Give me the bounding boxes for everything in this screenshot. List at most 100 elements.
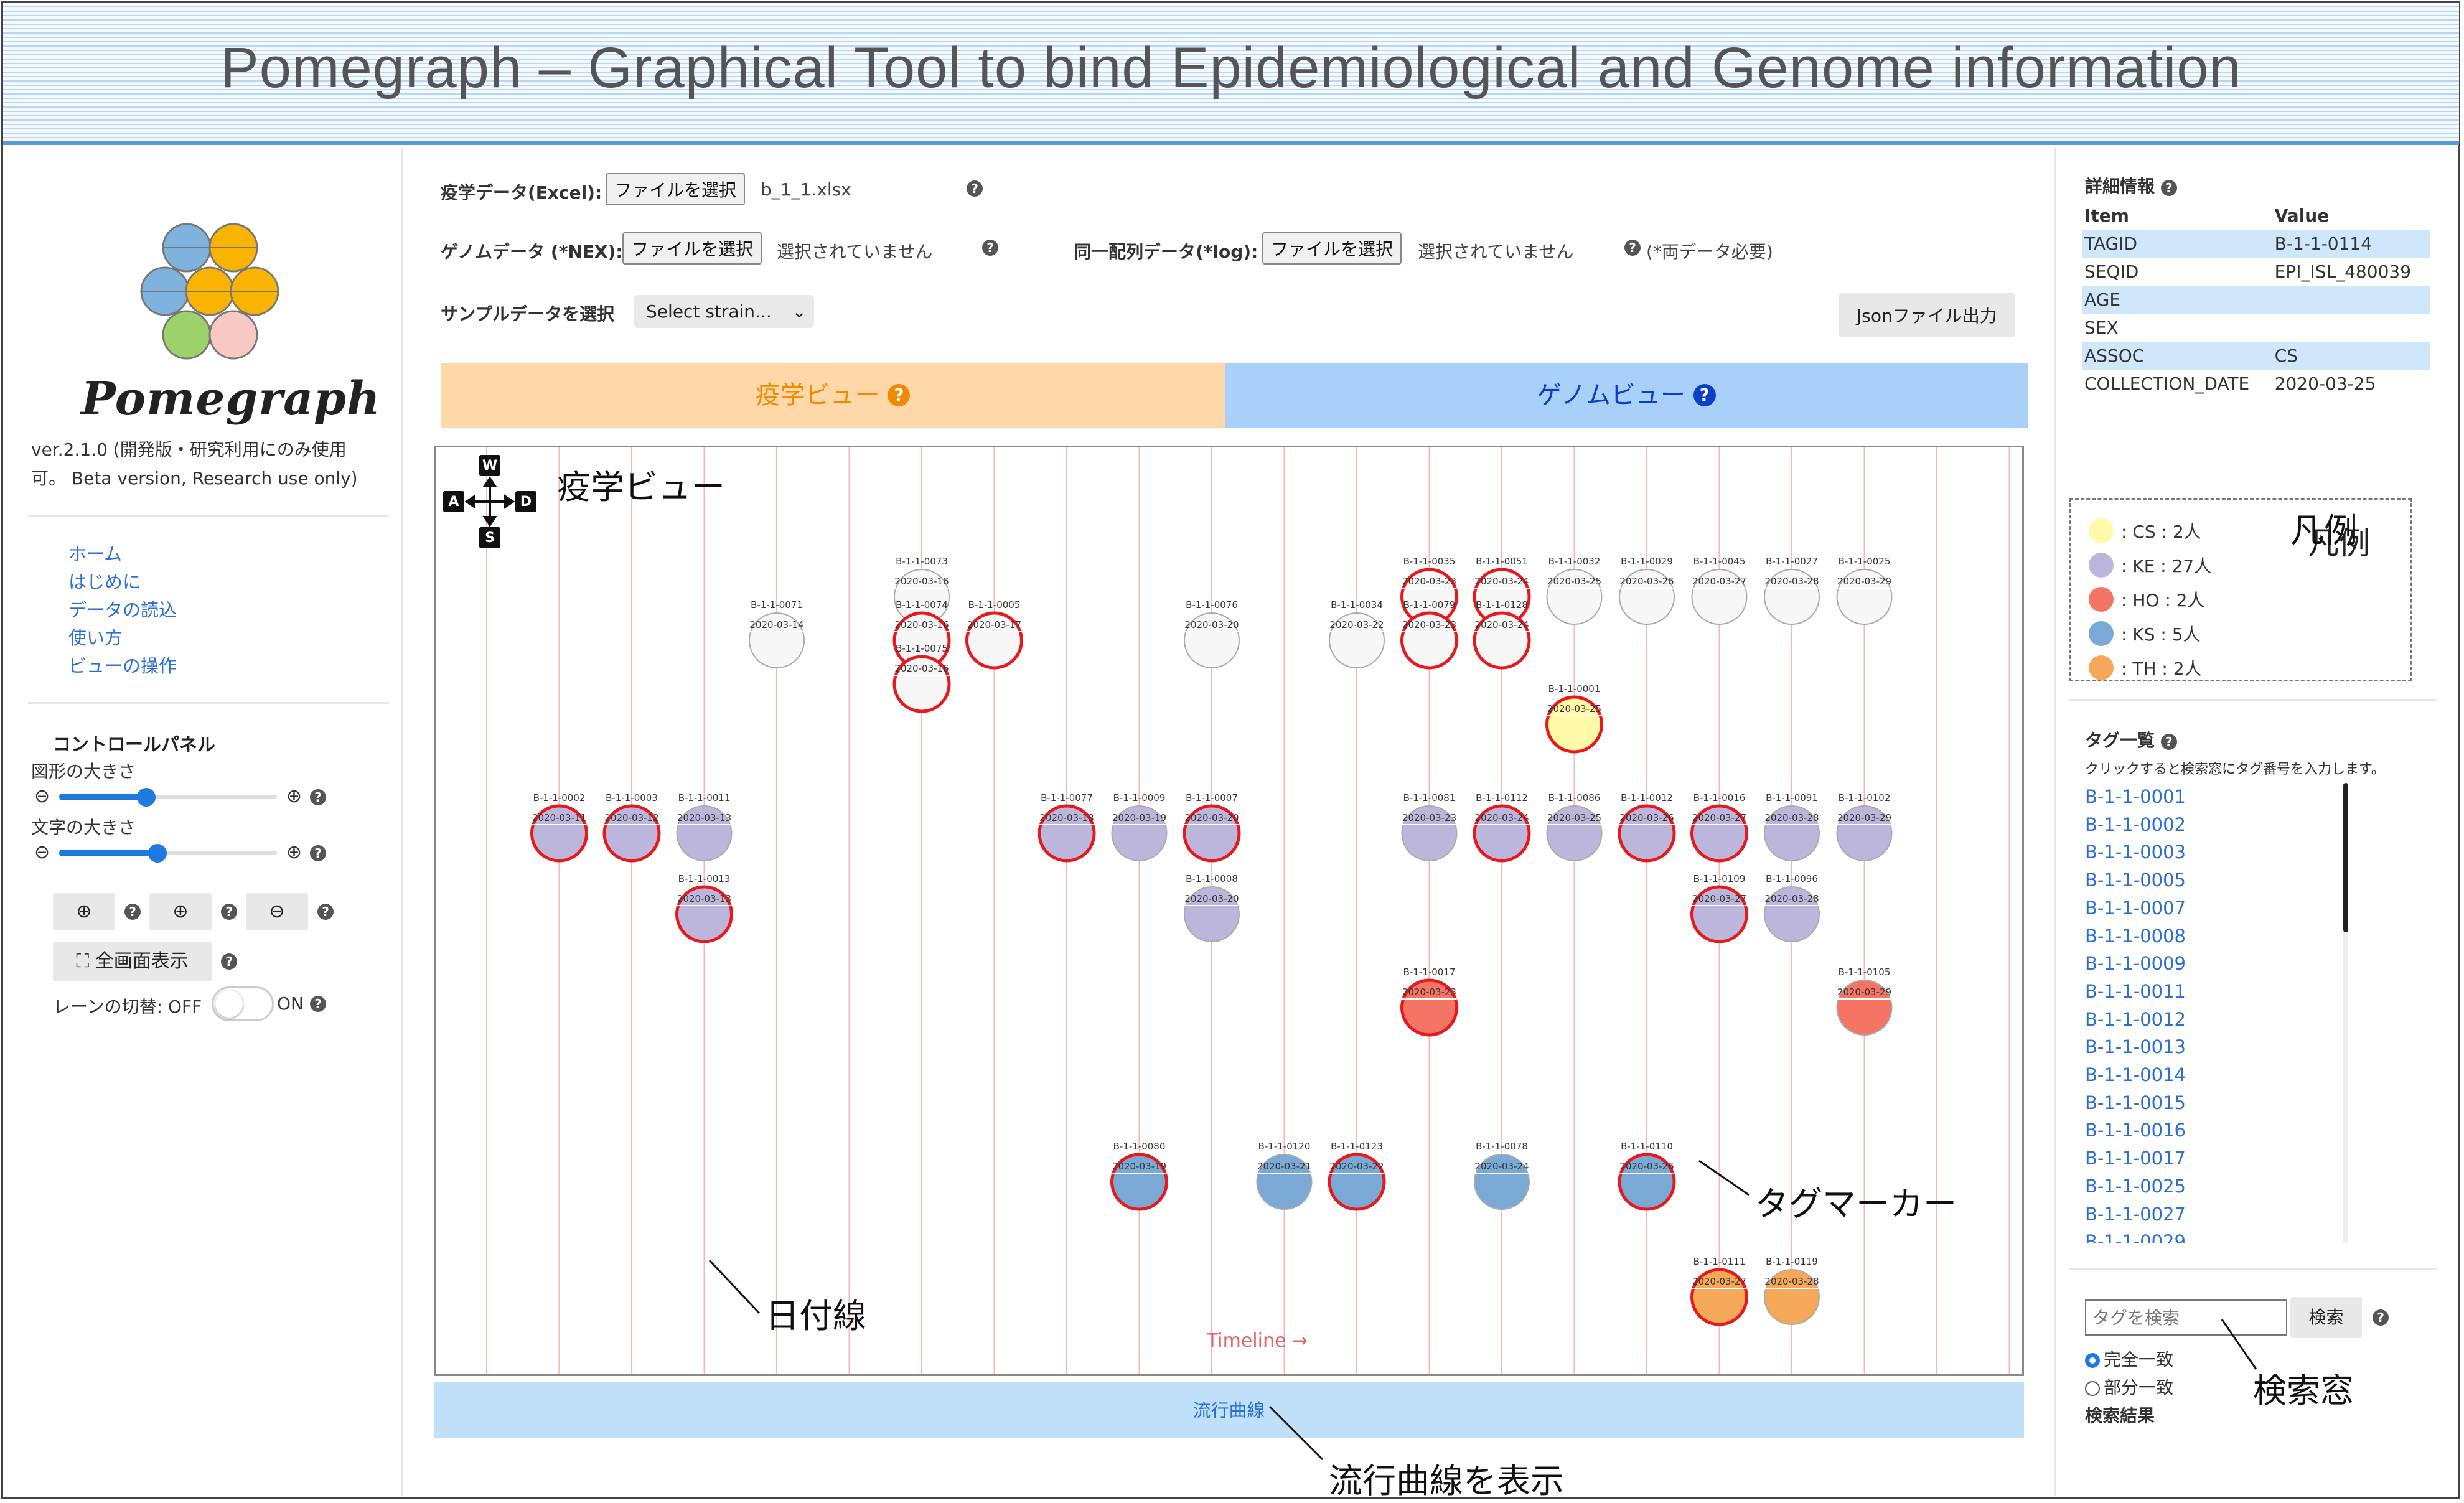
help-icon[interactable]: ? [310, 789, 326, 805]
help-icon[interactable]: ? [317, 904, 334, 920]
tag-marker[interactable]: B-1-1-0003 2020-03-12 [602, 792, 661, 863]
epi-file-button[interactable]: ファイルを選択 [606, 173, 746, 205]
tag-marker-circle[interactable] [1473, 804, 1531, 863]
tag-search-input[interactable] [2085, 1299, 2287, 1336]
tag-marker[interactable]: B-1-1-0011 2020-03-13 [676, 792, 733, 861]
tag-list[interactable]: B-1-1-0001 B-1-1-0002 B-1-1-0003 B-1-1-0005… [2085, 783, 2384, 1243]
help-icon[interactable]: ? [888, 384, 911, 406]
tag-marker-circle[interactable] [1764, 569, 1820, 625]
help-icon[interactable]: ? [2160, 180, 2177, 196]
tag-list-item[interactable]: B-1-1-0025 [2085, 1175, 2186, 1197]
epidemic-curve-bar[interactable]: 流行曲線 [434, 1382, 2024, 1438]
zoom-out-button[interactable]: ⊖ [246, 893, 308, 930]
compass-north-key[interactable] [479, 455, 500, 476]
tag-marker-circle[interactable] [1400, 611, 1458, 670]
tag-marker[interactable]: B-1-1-0027 2020-03-28 [1764, 556, 1820, 625]
tag-marker[interactable]: B-1-1-0075 2020-03-16 [892, 643, 951, 713]
compass-east-key[interactable] [515, 491, 536, 512]
tag-marker[interactable]: B-1-1-0091 2020-03-28 [1764, 792, 1820, 861]
tag-marker[interactable]: B-1-1-0112 2020-03-24 [1473, 792, 1531, 863]
tag-marker-circle[interactable] [1836, 569, 1893, 625]
tag-marker-circle[interactable] [1329, 612, 1385, 668]
tag-marker-circle[interactable] [1764, 886, 1820, 942]
tag-marker-circle[interactable] [1690, 804, 1748, 863]
tag-list-item[interactable]: B-1-1-0001 [2085, 786, 2186, 807]
help-icon[interactable]: ? [124, 904, 141, 920]
tag-marker-circle[interactable] [1546, 569, 1603, 625]
zoom-in-button[interactable]: ⊕ [149, 893, 212, 930]
tag-marker-circle[interactable] [1836, 805, 1893, 861]
tag-list-item[interactable]: B-1-1-0012 [2085, 1008, 2186, 1030]
tag-marker-circle[interactable] [1690, 885, 1748, 943]
tag-list-item[interactable]: B-1-1-0013 [2085, 1036, 2186, 1058]
tag-list-item[interactable]: B-1-1-0027 [2085, 1203, 2186, 1225]
tag-marker[interactable]: B-1-1-0017 2020-03-23 [1400, 967, 1458, 1037]
slider-knob[interactable] [137, 788, 156, 807]
slider-knob[interactable] [148, 844, 167, 863]
help-icon[interactable]: ? [310, 996, 326, 1012]
tag-list-scrollbar-track[interactable] [2343, 783, 2348, 1243]
nav-usage-link[interactable]: 使い方 [68, 627, 123, 648]
tag-marker[interactable]: B-1-1-0001 2020-03-25 [1545, 683, 1603, 754]
tag-marker-circle[interactable] [1328, 1153, 1386, 1211]
help-icon[interactable]: ? [310, 845, 326, 861]
tag-marker[interactable]: B-1-1-0086 2020-03-25 [1546, 792, 1603, 861]
tag-marker[interactable]: B-1-1-0025 2020-03-29 [1836, 556, 1893, 625]
zoom-in-icon[interactable]: ⊕ [286, 785, 302, 807]
tag-marker-circle[interactable] [1183, 804, 1241, 863]
center-view-button[interactable]: ⊕ [53, 893, 115, 930]
help-icon[interactable]: ? [982, 240, 998, 256]
tag-marker-circle[interactable] [965, 611, 1023, 670]
epidemic-curve-label[interactable]: 流行曲線 [1192, 1400, 1265, 1421]
tag-marker[interactable]: B-1-1-0077 2020-03-18 [1038, 792, 1096, 863]
tag-marker-circle[interactable] [1474, 1154, 1530, 1210]
tag-list-item[interactable]: B-1-1-0007 [2085, 897, 2186, 919]
help-icon[interactable]: ? [967, 180, 983, 197]
json-export-button[interactable]: Jsonファイル出力 [1839, 293, 2015, 337]
zoom-in-icon[interactable]: ⊕ [286, 841, 302, 863]
tag-list-item[interactable]: B-1-1-0005 [2085, 869, 2186, 891]
zoom-out-icon[interactable]: ⊖ [34, 841, 50, 863]
tag-marker-circle[interactable] [892, 655, 951, 713]
tag-marker-circle[interactable] [749, 612, 805, 668]
tag-list-item[interactable]: B-1-1-0011 [2085, 980, 2186, 1002]
shape-size-slider[interactable]: ⊖ ⊕ [34, 783, 302, 810]
seq-file-button[interactable]: ファイルを選択 [1262, 232, 1402, 265]
tag-list-item[interactable]: B-1-1-0002 [2085, 813, 2186, 835]
fullscreen-button[interactable]: ⛶ 全画面表示 [53, 942, 212, 981]
tag-marker[interactable]: B-1-1-0078 2020-03-24 [1474, 1141, 1530, 1210]
tag-marker-circle[interactable] [1184, 886, 1240, 942]
tag-marker-circle[interactable] [1618, 1153, 1676, 1211]
nav-intro-link[interactable]: はじめに [68, 571, 141, 592]
zoom-out-icon[interactable]: ⊖ [34, 785, 50, 807]
tag-marker[interactable]: B-1-1-0110 2020-03-26 [1618, 1141, 1676, 1211]
tag-list-scrollbar[interactable] [2343, 783, 2348, 932]
tag-marker[interactable]: B-1-1-0012 2020-03-26 [1618, 792, 1676, 863]
tag-marker-circle[interactable] [1619, 569, 1675, 625]
tag-marker-circle[interactable] [1038, 804, 1096, 863]
tag-marker-circle[interactable] [1111, 805, 1168, 861]
tag-marker[interactable]: B-1-1-0013 2020-03-13 [675, 873, 733, 943]
help-icon[interactable]: ? [2160, 734, 2177, 750]
help-icon[interactable]: ? [221, 953, 237, 970]
tag-marker[interactable]: B-1-1-0096 2020-03-28 [1764, 873, 1820, 942]
nav-load-data-link[interactable]: データの読込 [68, 599, 177, 620]
tag-marker-circle[interactable] [1545, 695, 1603, 754]
tag-marker-circle[interactable] [1764, 805, 1820, 861]
tag-marker[interactable]: B-1-1-0032 2020-03-25 [1546, 556, 1603, 625]
tag-list-item[interactable]: B-1-1-0016 [2085, 1120, 2186, 1141]
tag-marker[interactable]: B-1-1-0071 2020-03-14 [749, 599, 805, 668]
tag-marker[interactable]: B-1-1-0008 2020-03-20 [1184, 873, 1240, 942]
help-icon[interactable]: ? [2373, 1309, 2389, 1326]
tag-list-item[interactable]: B-1-1-0017 [2085, 1148, 2186, 1169]
lane-toggle[interactable] [212, 986, 274, 1021]
tag-marker[interactable]: B-1-1-0079 2020-03-23 [1400, 599, 1458, 670]
tag-marker[interactable]: B-1-1-0119 2020-03-28 [1764, 1256, 1820, 1325]
tag-marker[interactable]: B-1-1-0029 2020-03-26 [1619, 556, 1675, 625]
search-button[interactable]: 検索 [2290, 1297, 2362, 1338]
tag-marker-circle[interactable] [530, 804, 588, 863]
tag-marker[interactable]: B-1-1-0109 2020-03-27 [1690, 873, 1748, 943]
tag-marker[interactable]: B-1-1-0002 2020-03-11 [530, 792, 588, 863]
tag-marker[interactable]: B-1-1-0081 2020-03-23 [1401, 792, 1458, 861]
tag-marker[interactable]: B-1-1-0120 2020-03-21 [1256, 1141, 1313, 1210]
